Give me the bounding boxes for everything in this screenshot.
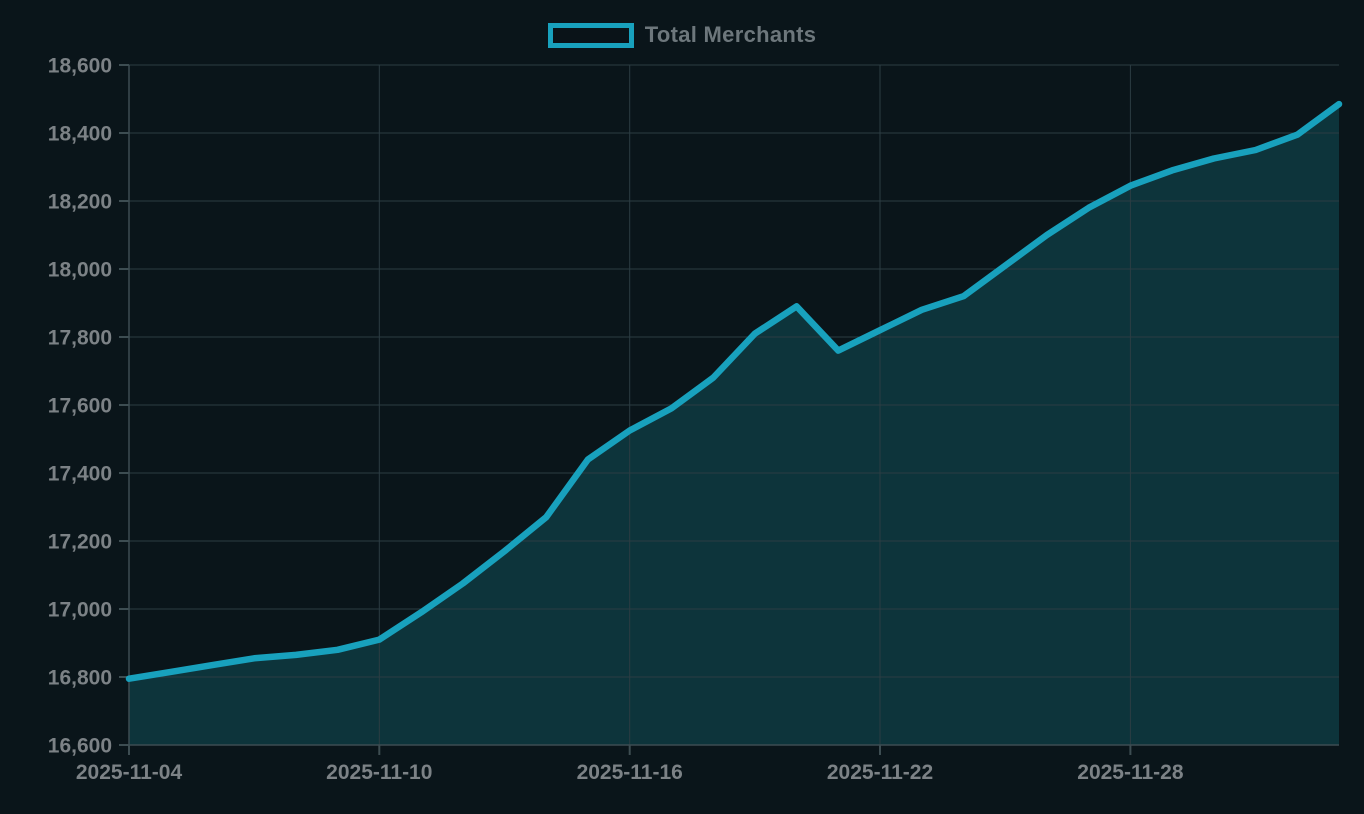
legend-swatch-total-merchants: [547, 22, 634, 48]
x-tick-label: 2025-11-10: [326, 761, 432, 784]
y-tick-label: 16,600: [48, 735, 112, 758]
y-tick-label: 18,400: [48, 123, 112, 146]
chart-legend: Total Merchants: [0, 22, 1364, 48]
legend-label-total-merchants: Total Merchants: [644, 22, 817, 47]
y-tick-label: 18,200: [48, 191, 112, 214]
y-tick-label: 17,200: [48, 531, 112, 554]
x-tick-label: 2025-11-04: [76, 761, 183, 784]
x-tick-label: 2025-11-22: [827, 761, 933, 784]
series-line-total-merchants: [125, 100, 1343, 682]
y-tick-label: 18,000: [48, 259, 112, 282]
y-tick-label: 17,800: [48, 327, 112, 350]
y-tick-label: 18,600: [48, 55, 112, 78]
area-fill: [129, 104, 1339, 746]
x-tick-label: 2025-11-16: [577, 761, 683, 784]
x-tick-label: 2025-11-28: [1077, 761, 1184, 784]
y-tick-label: 17,600: [48, 395, 112, 418]
y-tick-label: 17,400: [48, 463, 112, 486]
legend-item-total-merchants[interactable]: Total Merchants: [547, 22, 817, 48]
y-tick-label: 16,800: [48, 667, 112, 690]
y-tick-label: 17,000: [48, 599, 112, 622]
